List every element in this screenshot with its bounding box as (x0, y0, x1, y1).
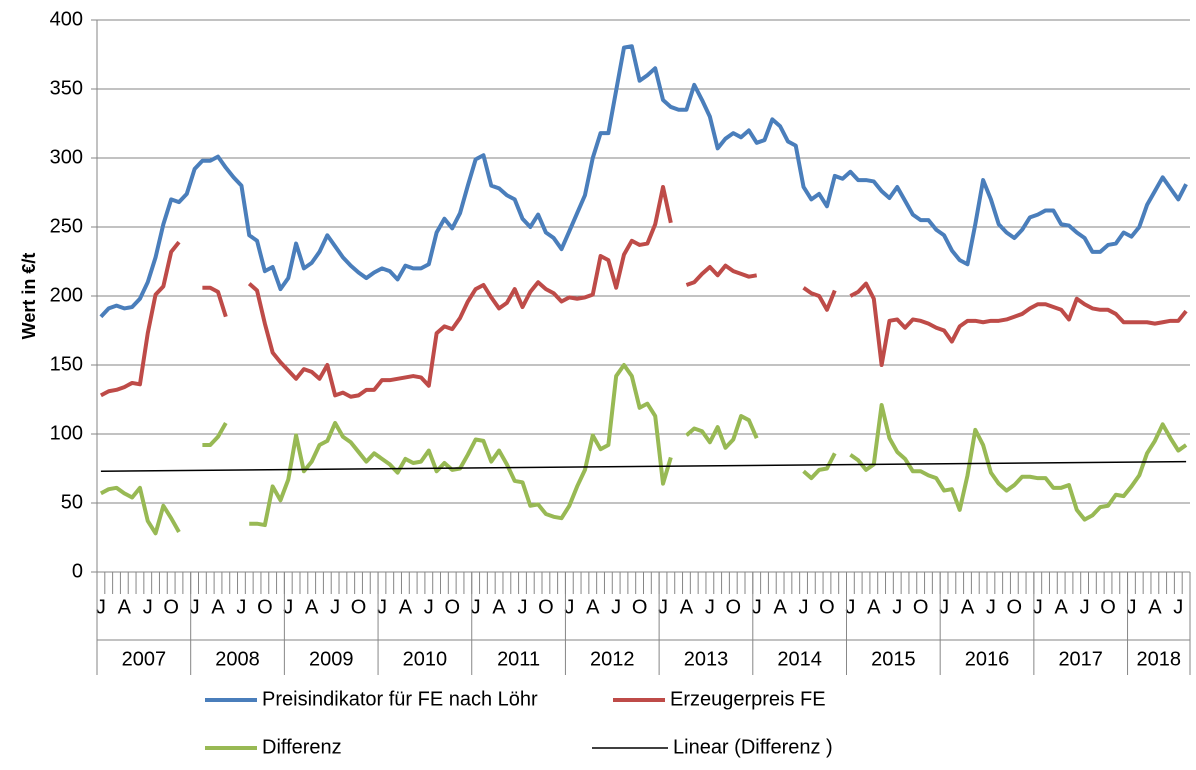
x-tick-label: J (283, 596, 293, 618)
group-label: 2016 (965, 648, 1010, 670)
x-tick-label: J (799, 596, 809, 618)
x-tick-label: J (190, 596, 200, 618)
x-tick-label: O (1007, 596, 1023, 618)
x-tick-label: A (773, 596, 787, 618)
legend-label: Differenz (262, 736, 342, 758)
x-tick-label: J (611, 596, 621, 618)
x-tick-label: J (1173, 596, 1183, 618)
legend-label: Erzeugerpreis FE (670, 688, 826, 710)
group-label: 2017 (1058, 648, 1103, 670)
x-tick-label: O (726, 596, 742, 618)
x-tick-label: O (819, 596, 835, 618)
series-line (99, 240, 181, 398)
y-tick-label: 100 (50, 422, 83, 444)
series-line (685, 414, 759, 450)
y-axis-title: Wert in €/t (19, 253, 39, 340)
x-tick-label: O (913, 596, 929, 618)
y-tick-label: 400 (50, 8, 83, 30)
series-line (202, 285, 228, 318)
group-label: 2015 (871, 648, 916, 670)
y-tick-label: 0 (72, 560, 83, 582)
x-tick-label: O (1100, 596, 1116, 618)
legend-label: Linear (Differenz ) (673, 736, 833, 758)
x-tick-label: J (1126, 596, 1136, 618)
x-tick-label: A (1148, 596, 1162, 618)
group-label: 2010 (403, 648, 448, 670)
y-tick-label: 50 (61, 491, 83, 513)
y-tick-label: 150 (50, 353, 83, 375)
x-tick-label: A (586, 596, 600, 618)
series-line (802, 452, 837, 481)
x-tick-label: A (399, 596, 413, 618)
group-label: 2013 (684, 648, 729, 670)
group-label: 2018 (1137, 648, 1182, 670)
x-tick-label: J (471, 596, 481, 618)
y-tick-label: 300 (50, 146, 83, 168)
trend-line (100, 460, 1187, 473)
group-label: 2012 (590, 648, 635, 670)
series-line (849, 403, 1188, 522)
group-label: 2014 (777, 648, 822, 670)
series-line (202, 421, 228, 448)
y-tick-label: 200 (50, 284, 83, 306)
x-tick-label: O (163, 596, 179, 618)
x-tick-label: O (632, 596, 648, 618)
x-tick-label: O (444, 596, 460, 618)
x-tick-label: A (961, 596, 975, 618)
series-line (685, 263, 758, 287)
x-tick-label: J (564, 596, 574, 618)
x-tick-label: J (986, 596, 996, 618)
x-tick-label: A (305, 596, 319, 618)
series-line (849, 281, 1188, 367)
legend-label: Preisindikator für FE nach Löhr (262, 688, 538, 710)
x-tick-label: J (377, 596, 387, 618)
x-tick-label: J (96, 596, 106, 618)
x-tick-label: A (680, 596, 694, 618)
x-tick-label: J (658, 596, 668, 618)
x-tick-label: J (1033, 596, 1043, 618)
x-tick-label: O (538, 596, 554, 618)
series-line (99, 485, 181, 536)
x-tick-label: O (257, 596, 273, 618)
x-tick-label: O (351, 596, 367, 618)
group-label: 2009 (309, 648, 354, 670)
x-tick-label: J (143, 596, 153, 618)
series-line (99, 44, 1188, 319)
x-tick-label: J (517, 596, 527, 618)
x-tick-label: J (1080, 596, 1090, 618)
group-label: 2007 (122, 648, 167, 670)
series-line (802, 286, 837, 312)
x-tick-label: J (845, 596, 855, 618)
x-tick-label: A (118, 596, 132, 618)
y-tick-label: 250 (50, 215, 83, 237)
x-tick-label: J (892, 596, 902, 618)
group-label: 2011 (497, 648, 540, 670)
group-label: 2008 (215, 648, 260, 670)
x-tick-label: J (705, 596, 715, 618)
x-tick-label: A (211, 596, 225, 618)
x-tick-label: A (1055, 596, 1069, 618)
x-tick-label: J (236, 596, 246, 618)
x-tick-label: J (424, 596, 434, 618)
x-tick-label: A (867, 596, 881, 618)
x-tick-label: A (492, 596, 506, 618)
x-tick-label: J (939, 596, 949, 618)
x-tick-label: J (330, 596, 340, 618)
y-tick-label: 350 (50, 77, 83, 99)
series-line (249, 363, 673, 528)
series-line (247, 184, 673, 399)
x-tick-label: J (752, 596, 762, 618)
